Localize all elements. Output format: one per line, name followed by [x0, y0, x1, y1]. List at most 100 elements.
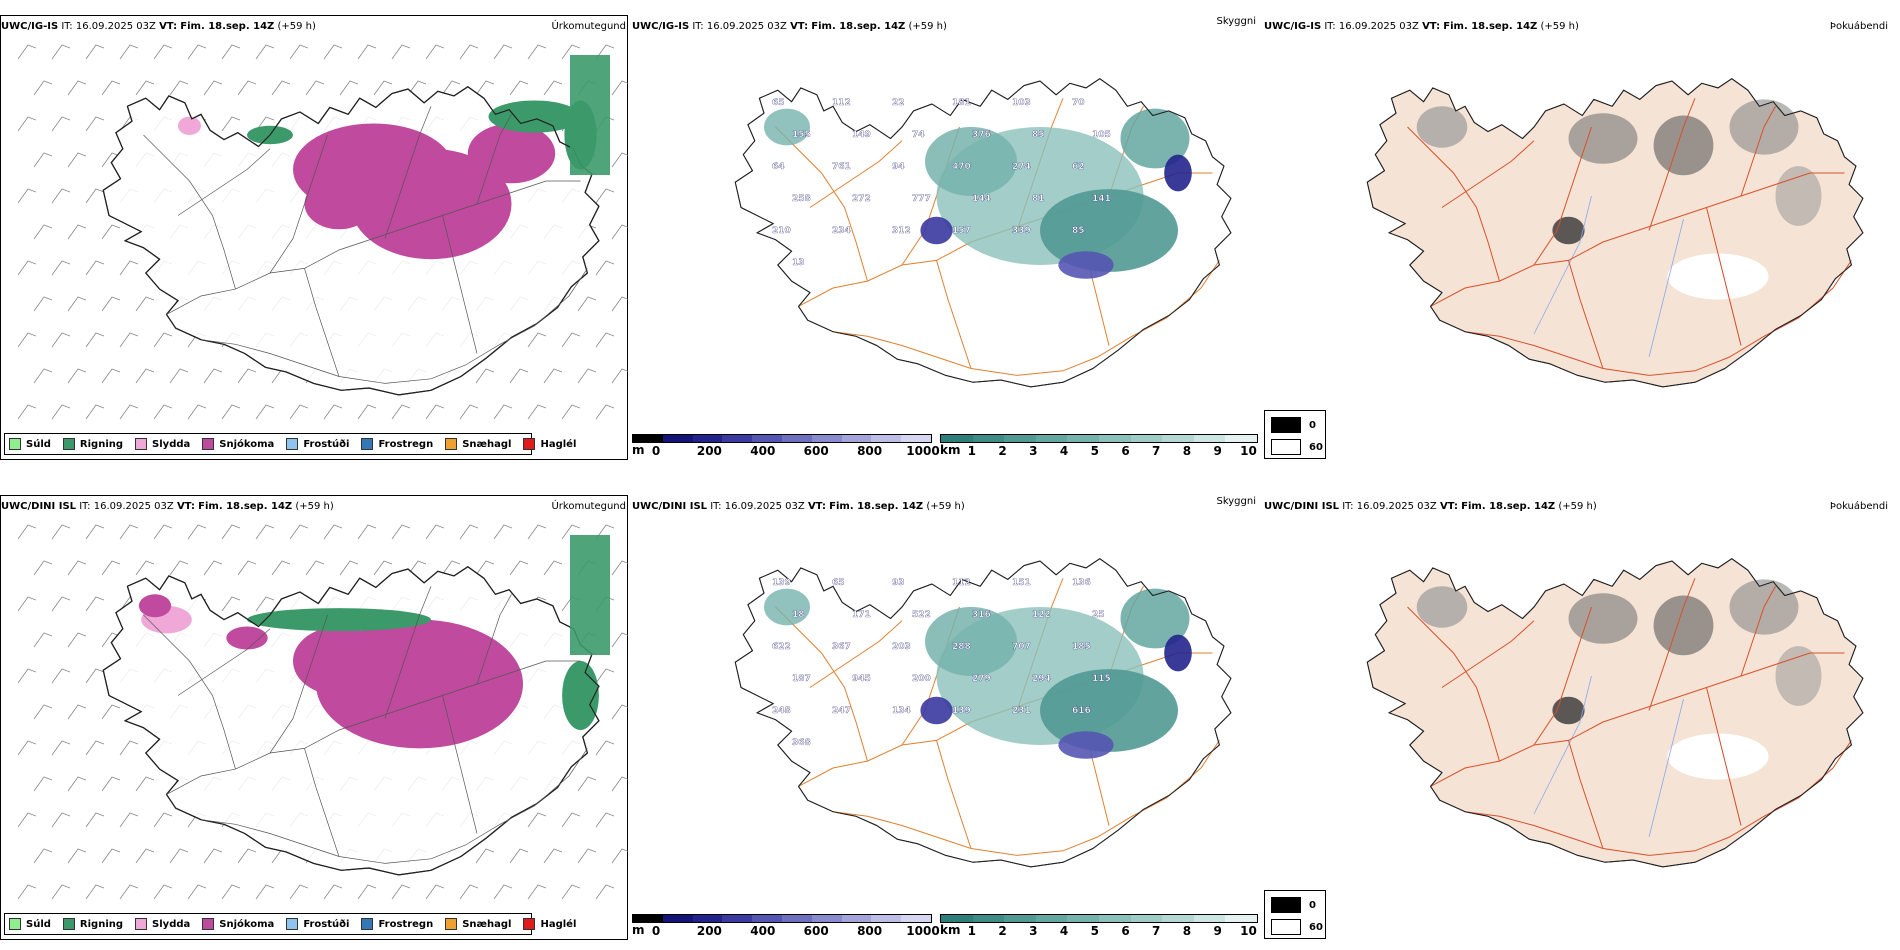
colorbar-tick: 2	[998, 924, 1007, 938]
colorbar-tick: 6	[1121, 924, 1130, 938]
wind-barb	[33, 152, 53, 168]
panel-header: UWC/DINI ISL IT: 16.09.2025 03Z VT: Fim.…	[1264, 501, 1597, 512]
wind-barb	[153, 44, 173, 60]
wind-barb	[33, 296, 53, 312]
wind-barb	[305, 80, 325, 96]
fog-legend-label: 60	[1309, 441, 1323, 453]
road	[1648, 578, 1696, 711]
wind-barb	[67, 368, 87, 384]
visibility-value: 294	[1032, 674, 1051, 684]
wind-barb	[475, 80, 495, 96]
road	[1533, 606, 1592, 746]
vt-value: Fim. 18.sep. 14Z	[180, 21, 275, 32]
colorbar-tick: 10	[1240, 924, 1257, 938]
wind-barb	[425, 44, 445, 60]
colorbar-unit: km	[940, 443, 961, 457]
wind-barb	[51, 44, 71, 60]
legend-item-6: Snæhagl	[445, 918, 511, 930]
wind-barb	[339, 560, 359, 576]
colorbar-tick: 600	[803, 924, 829, 938]
legend-swatch	[286, 918, 299, 930]
wind-barb	[493, 884, 513, 900]
wind-barb	[493, 524, 513, 540]
wind-barb	[459, 404, 479, 420]
wind-barb	[255, 116, 275, 132]
wind-barb	[595, 404, 615, 420]
colorbar-tick: 600	[803, 444, 829, 458]
colorbar-ticks: 0 200 400 600 800 1000	[632, 923, 940, 938]
road	[200, 748, 588, 864]
wind-barb	[543, 560, 563, 576]
iceland-group	[734, 78, 1232, 388]
iceland-coastline-top	[1366, 78, 1864, 388]
low-visibility-area	[1040, 189, 1178, 272]
wind-barb	[255, 884, 275, 900]
visibility-value: 112	[832, 98, 851, 108]
colorbar-segment	[1098, 435, 1131, 442]
colorbar-segment	[1225, 915, 1257, 922]
colorbar-segment	[692, 915, 723, 922]
vt-label: VT:	[790, 21, 809, 32]
legend-item-2: Slydda	[135, 438, 190, 450]
panel-type-label: Úrkomutegund	[551, 501, 626, 512]
visibility-value: 151	[1012, 578, 1031, 588]
wind-barb	[611, 296, 628, 312]
visibility-value: 85	[1032, 130, 1045, 140]
colorbar-tick: 10	[1240, 444, 1257, 458]
fog-patch	[1775, 646, 1822, 706]
low-visibility-area	[764, 108, 810, 146]
panel-type-label: Þokuábendi	[1829, 21, 1888, 32]
wind-barb	[51, 332, 71, 348]
wind-barb	[475, 848, 495, 864]
colorbar-ticks: 0 200 400 600 800 1000	[632, 443, 940, 458]
wind-barb	[33, 704, 53, 720]
wind-barb	[561, 812, 581, 828]
visibility-value: 13	[792, 258, 805, 268]
wind-barb	[255, 404, 275, 420]
colorbar-segment	[901, 915, 931, 922]
colorbar-segment	[1225, 435, 1257, 442]
model-name: UWC/IG-IS	[1264, 21, 1322, 32]
wind-barb	[17, 188, 37, 204]
panel-header: UWC/DINI ISL IT: 16.09.2025 03Z VT: Fim.…	[632, 501, 965, 512]
wind-barb	[51, 404, 71, 420]
snow-area	[467, 123, 556, 184]
wind-barb	[33, 560, 53, 576]
wind-barb	[33, 848, 53, 864]
wind-barb	[595, 44, 615, 60]
wind-barb	[391, 884, 411, 900]
wind-barb	[595, 524, 615, 540]
fog-legend-row: 0	[1271, 897, 1316, 913]
wind-barb	[441, 80, 461, 96]
wind-barb	[119, 332, 139, 348]
wind-barb	[17, 812, 37, 828]
lead-time: (+59 h)	[926, 501, 965, 512]
colorbar-segment	[1067, 915, 1099, 922]
wind-barb	[101, 80, 121, 96]
colorbar-tick: 3	[1029, 444, 1038, 458]
visibility-value: 945	[852, 674, 871, 684]
legend-item-5: Frostregn	[361, 438, 433, 450]
legend-swatch	[523, 438, 536, 450]
road	[1441, 140, 1535, 208]
vt-label: VT:	[807, 501, 826, 512]
wind-barb	[425, 524, 445, 540]
legend-item-7: Haglél	[523, 918, 576, 930]
visibility-value: 312	[892, 226, 911, 236]
visibility-value: 181	[952, 98, 971, 108]
wind-barb	[237, 368, 257, 384]
wind-barb	[169, 80, 189, 96]
wind-barb	[289, 524, 309, 540]
legend-label: Frostregn	[378, 438, 434, 450]
road-network	[1407, 98, 1852, 376]
legend-item-1: Rigning	[62, 918, 123, 930]
wind-barb	[527, 812, 547, 828]
wind-barb	[425, 884, 445, 900]
road	[177, 628, 271, 696]
wind-barb	[289, 404, 309, 420]
legend-swatch	[445, 438, 458, 450]
wind-barb	[203, 80, 223, 96]
legend-item-2: Slydda	[135, 918, 190, 930]
it-label: IT:	[1324, 21, 1336, 32]
wind-barb	[51, 524, 71, 540]
